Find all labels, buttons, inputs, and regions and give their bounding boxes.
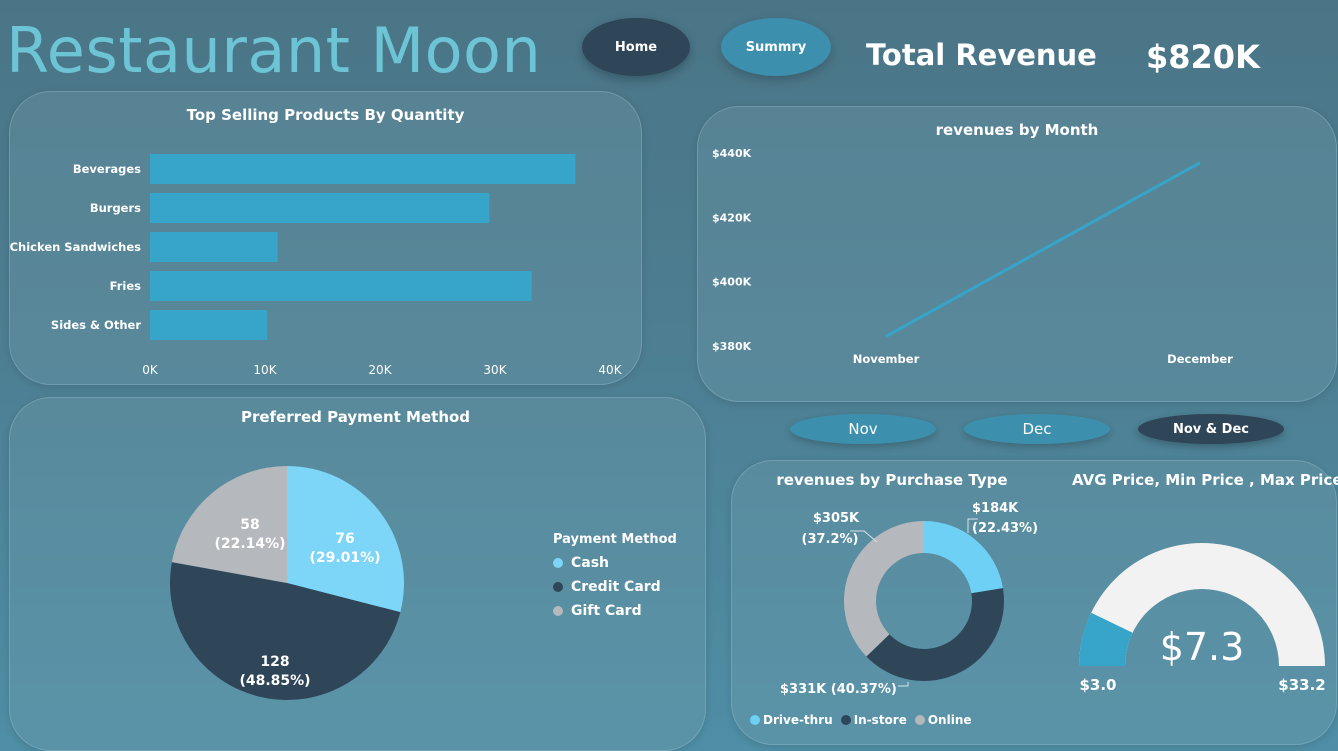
purchase-type-legend: Drive-thru In-store Online <box>750 713 972 727</box>
gauge-min-label: $3.0 <box>1079 676 1116 694</box>
x-tick-label: 20K <box>368 363 392 377</box>
bar-burgers[interactable] <box>150 193 490 223</box>
donut-value-label: $331K (40.37%) <box>780 682 897 697</box>
legend-label-cash: Cash <box>571 555 610 571</box>
donut-leader-line <box>898 682 909 687</box>
legend-label-gift-card: Gift Card <box>571 603 642 619</box>
donut-percent-label: (22.43%) <box>972 521 1038 536</box>
x-tick-label: 30K <box>483 363 507 377</box>
pie-slice-gift-card[interactable] <box>171 466 287 583</box>
payment-legend-title: Payment Method <box>553 532 677 547</box>
bar-category-label: Chicken Sandwiches <box>10 240 141 254</box>
pie-percent-label: (48.85%) <box>239 673 310 689</box>
donut-slice-in-store[interactable] <box>866 588 1004 681</box>
bar-beverages[interactable] <box>150 154 576 184</box>
legend-item-gift-card[interactable]: Gift Card <box>553 603 677 619</box>
bar-category-label: Beverages <box>73 162 141 176</box>
x-category-label: November <box>853 352 920 366</box>
purchase-gauge-panel: revenues by Purchase Type AVG Price, Min… <box>731 460 1338 745</box>
pie-slice-cash[interactable] <box>287 466 405 613</box>
x-tick-label: 10K <box>253 363 277 377</box>
donut-value-label: $305K <box>813 511 860 526</box>
legend-item-online[interactable]: Online <box>914 713 972 727</box>
payment-method-legend: Payment Method Cash Credit Card Gift Car… <box>553 532 677 619</box>
pie-slice-credit-card[interactable] <box>170 562 401 701</box>
gauge-value-label: $7.3 <box>1160 625 1245 669</box>
legend-item-cash[interactable]: Cash <box>553 555 677 571</box>
donut-leader-line <box>967 518 978 533</box>
y-tick-label: $440K <box>712 147 752 160</box>
legend-item-drive-thru[interactable]: Drive-thru <box>750 713 833 727</box>
total-revenue-value: $820K <box>1146 38 1260 76</box>
drive-thru-dot-icon <box>750 715 760 725</box>
legend-label-in-store: In-store <box>853 713 907 727</box>
bar-category-label: Burgers <box>90 201 141 215</box>
gift-card-dot-icon <box>553 606 563 616</box>
filter-dec-button[interactable]: Dec <box>964 414 1110 444</box>
payment-method-title: Preferred Payment Method <box>240 408 471 426</box>
total-revenue-label: Total Revenue <box>866 38 1097 72</box>
donut-leader-line <box>850 530 878 543</box>
home-button[interactable]: Home <box>582 18 690 76</box>
pie-value-label: 58 <box>240 517 259 533</box>
pie-value-label: 76 <box>335 531 354 547</box>
gauge-fill[interactable] <box>1079 612 1133 666</box>
legend-label-credit-card: Credit Card <box>571 579 661 595</box>
y-tick-label: $420K <box>712 211 752 224</box>
revenue-by-month-chart: $440K $420K $400K $380K November December <box>712 147 1233 366</box>
donut-percent-label: (37.2%) <box>802 532 859 547</box>
gauge-track <box>1079 543 1325 666</box>
pie-percent-label: (29.01%) <box>309 550 380 566</box>
legend-item-credit-card[interactable]: Credit Card <box>553 579 677 595</box>
payment-method-chart: 76 (29.01%) 128 (48.85%) 58 (22.14%) <box>170 466 405 701</box>
filter-nov-dec-button[interactable]: Nov & Dec <box>1138 414 1284 444</box>
gauge-max-label: $33.2 <box>1278 676 1325 694</box>
online-dot-icon <box>914 715 925 725</box>
legend-item-in-store[interactable]: In-store <box>840 713 907 727</box>
revenue-line[interactable] <box>885 161 1201 338</box>
bar-chicken-sandwiches[interactable] <box>150 232 278 262</box>
price-gauge-title: AVG Price, Min Price , Max Price <box>1072 471 1338 489</box>
y-tick-label: $380K <box>712 340 752 353</box>
x-tick-label: 40K <box>598 363 622 377</box>
donut-slice-online[interactable] <box>844 521 924 657</box>
filter-nov-button[interactable]: Nov <box>790 414 936 444</box>
bar-category-label: Sides & Other <box>51 318 141 332</box>
purchase-gauge-chart: $184K(22.43%)$331K (40.37%)$305K(37.2%) … <box>780 501 1326 697</box>
top-products-panel: Top Selling Products By Quantity Beverag… <box>9 91 642 385</box>
donut-slice-drive-thru[interactable] <box>924 521 1003 594</box>
revenue-by-month-title: revenues by Month <box>935 121 1099 139</box>
dashboard-title: Restaurant Moon <box>6 14 542 87</box>
x-category-label: December <box>1167 352 1233 366</box>
bar-sides-other[interactable] <box>150 310 268 340</box>
bar-category-label: Fries <box>110 279 142 293</box>
cash-dot-icon <box>553 558 563 568</box>
donut-value-label: $184K <box>972 501 1019 516</box>
pie-percent-label: (22.14%) <box>214 536 285 552</box>
payment-method-panel: Preferred Payment Method 76 (29.01%) 128 (4… <box>9 397 706 751</box>
revenue-by-month-panel: revenues by Month $440K $420K $400K $380K No… <box>697 106 1337 402</box>
in-store-dot-icon <box>840 715 851 725</box>
y-tick-label: $400K <box>712 276 752 289</box>
x-tick-label: 0K <box>142 363 159 377</box>
credit-card-dot-icon <box>553 582 563 592</box>
summary-button[interactable]: Summry <box>721 18 831 76</box>
legend-label-online: Online <box>927 713 972 727</box>
purchase-type-title: revenues by Purchase Type <box>776 471 1008 489</box>
top-products-chart: Beverages Burgers Chicken Sandwiches Fries S… <box>10 154 623 377</box>
pie-value-label: 128 <box>260 654 289 670</box>
legend-label-drive-thru: Drive-thru <box>763 713 833 727</box>
top-products-title: Top Selling Products By Quantity <box>186 106 465 124</box>
bar-fries[interactable] <box>150 271 532 301</box>
